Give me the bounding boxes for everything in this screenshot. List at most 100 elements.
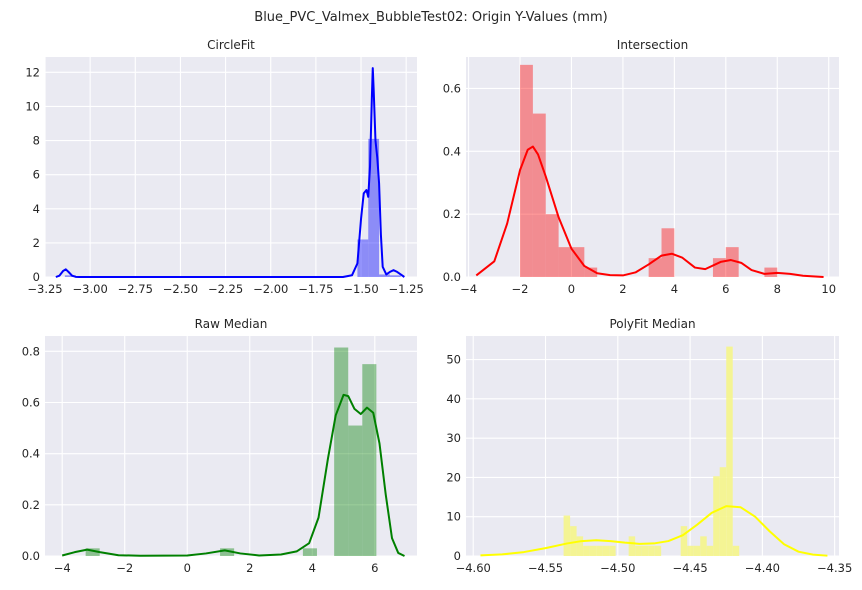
x-tick-label: 0 [568,282,575,296]
x-tick-label: −4 [54,561,71,575]
subplot-circlefit: −3.25 −3.00 −2.75 −2.50 −2.25 −2.00 −1.75 −1.50… [25,38,423,296]
subplot-title: CircleFit [207,38,255,52]
x-tick-label: 6 [722,282,729,296]
x-tick-label: 10 [821,282,836,296]
histogram-bar [389,275,401,277]
histogram-bar [700,536,707,556]
y-tick-label: 12 [25,65,40,79]
y-tick-label: 0.4 [22,447,40,461]
x-tick-label: −2.75 [118,282,153,296]
x-tick-label: −2 [512,282,529,296]
x-tick-label: −4.45 [672,561,707,575]
y-tick-label: 30 [446,431,461,445]
histogram-bar [725,247,739,277]
histogram-bar [357,239,369,277]
subplot-title: Raw Median [195,317,268,331]
x-tick-label: −1.75 [298,282,333,296]
y-tick-label: 0.8 [22,344,40,358]
histogram-bar [713,476,720,556]
histogram-bar [764,267,778,277]
histogram-bar [362,364,377,556]
histogram-bar [680,526,688,556]
x-tick-label: 6 [371,561,378,575]
y-tick-label: 50 [446,353,461,367]
kde-curve [61,393,405,557]
histogram-bar [732,545,740,556]
x-tick-label: −2.00 [253,282,288,296]
y-tick-label: 0.4 [443,144,461,158]
histogram-bar [719,467,727,556]
kde-curve [55,67,405,278]
y-tick-label: 0.0 [443,270,461,284]
y-tick-label: 10 [25,99,40,113]
histogram-bar [334,347,349,556]
x-tick-label: −2.50 [163,282,198,296]
histogram-bar [584,267,598,277]
histogram-bar [661,228,675,277]
histogram-bar [348,425,363,556]
y-tick-label: 0 [454,549,461,563]
y-tick-label: 0.2 [443,207,461,221]
kde-curve [475,145,824,278]
histogram-bar [635,545,642,556]
subplot-title: PolyFit Median [609,317,695,331]
histogram-bar [648,545,655,556]
x-tick-label: −4.55 [528,561,563,575]
x-tick-label: −3.25 [27,282,62,296]
x-tick-label: 2 [619,282,626,296]
histogram-bar [302,548,317,556]
histogram-bar [368,138,380,277]
histogram-bar [609,545,616,556]
histogram-bar [379,274,390,277]
histogram-bar [570,526,577,556]
figure-title: Blue_PVC_Valmex_BubbleTest02: Origin Y-V… [254,10,607,25]
x-tick-label: −4.60 [456,561,491,575]
histogram-bar [602,545,610,556]
x-tick-label: 2 [246,561,253,575]
histogram-bar [220,548,235,556]
histogram-bar [706,545,714,556]
y-tick-label: 40 [446,392,461,406]
x-tick-label: −1.25 [389,282,424,296]
x-tick-label: 4 [309,561,316,575]
x-tick-label: −4.40 [745,561,780,575]
histogram-bar [654,545,662,556]
histogram-bar [532,113,546,277]
kde-curve [480,505,828,557]
histogram-bar [558,247,572,277]
subplot-intersection: −4 −2 0 2 4 6 8 10 0.0 0.2 0.4 0.6 Intersection [443,38,839,296]
x-tick-label: −2.25 [208,282,243,296]
x-tick-label: 8 [774,282,781,296]
subplots: −3.25 −3.00 −2.75 −2.50 −2.25 −2.00 −1.75 −1.50… [22,38,853,575]
y-tick-label: 4 [33,202,40,216]
x-tick-label: 0 [184,561,191,575]
histogram-bar [589,545,597,556]
histogram-bar [583,545,590,556]
plot-area [466,336,839,556]
y-tick-label: 0.0 [22,549,40,563]
histogram-bar [596,545,603,556]
histogram-bar [545,214,559,277]
histogram-bar [712,258,726,277]
y-tick-label: 0.2 [22,498,40,512]
x-tick-label: −4.50 [600,561,635,575]
y-tick-label: 0.6 [443,81,461,95]
x-tick-label: −1.50 [343,282,378,296]
histogram-bar [520,64,533,277]
histogram-bar [563,515,571,556]
histogram-bar [576,536,584,556]
y-tick-label: 20 [446,470,461,484]
subplot-raw-median: −4 −2 0 2 4 6 0.0 0.2 0.4 0.6 0.8 Raw Median [22,317,417,575]
x-tick-label: −2 [116,561,133,575]
plot-area [45,57,417,277]
histogram-bar [85,548,100,556]
histogram-bar [687,545,694,556]
x-tick-label: −4.35 [817,561,852,575]
y-tick-label: 2 [33,236,40,250]
plot-area [45,336,417,556]
y-tick-label: 6 [33,168,40,182]
x-tick-label: 4 [671,282,678,296]
histogram-bar [693,545,701,556]
histogram-bar [64,275,76,277]
